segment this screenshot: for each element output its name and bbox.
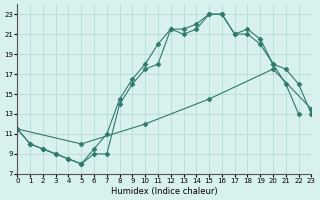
X-axis label: Humidex (Indice chaleur): Humidex (Indice chaleur): [111, 187, 218, 196]
